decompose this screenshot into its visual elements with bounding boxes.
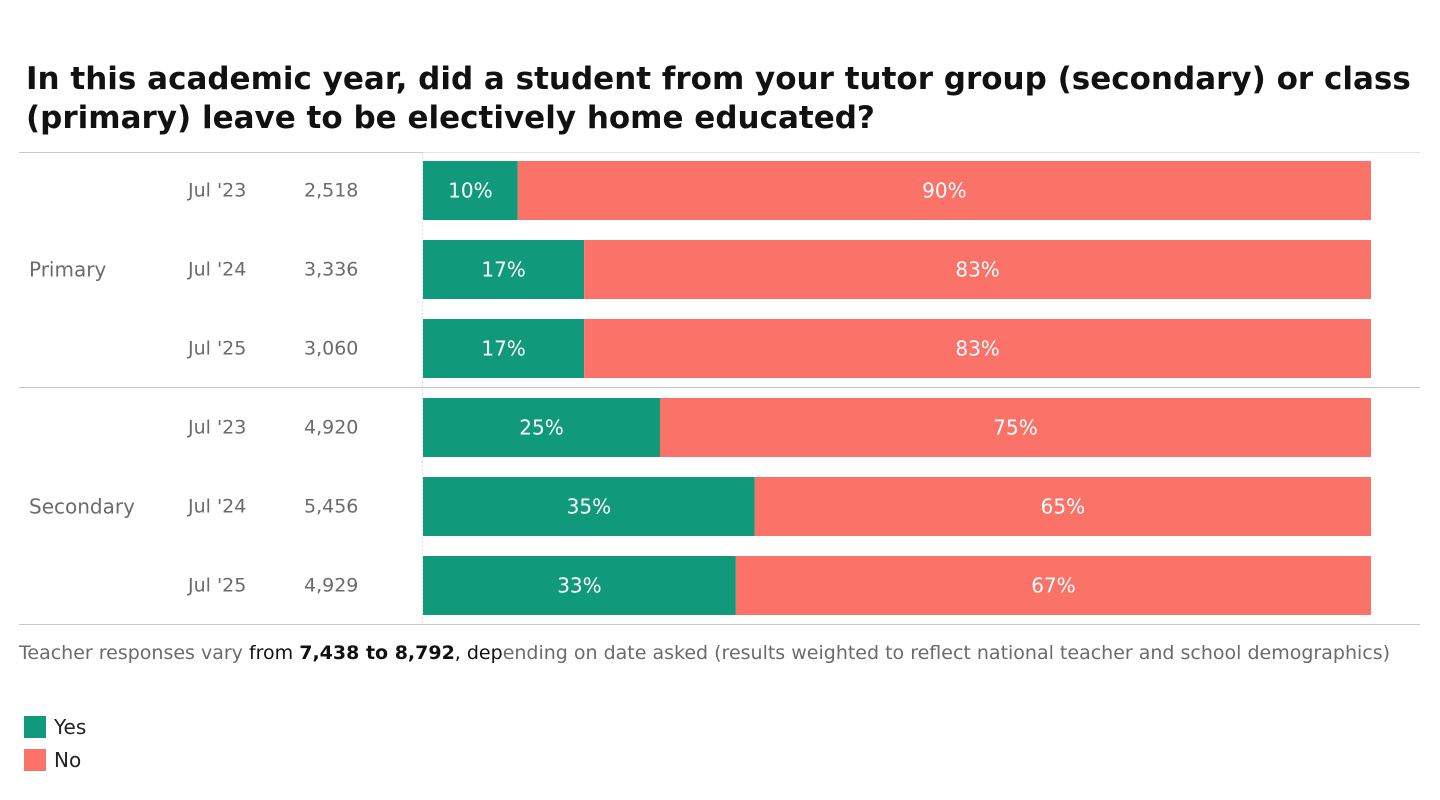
data-label-no-primary-2: 83% (955, 258, 999, 282)
legend-swatch-yes (24, 715, 46, 738)
row-n-primary-1: 2,518 (304, 180, 358, 202)
row-n-primary-2: 3,336 (304, 259, 358, 281)
footnote-text-end: ending on date asked (results weighted t… (502, 642, 1391, 664)
legend-item-yes: Yes (24, 710, 86, 743)
row-date-secondary-3: Jul '25 (187, 575, 246, 597)
row-n-secondary-1: 4,920 (304, 417, 358, 439)
row-date-primary-1: Jul '23 (187, 180, 246, 202)
bar-yes-primary-2 (423, 240, 585, 299)
data-label-no-primary-3: 83% (955, 337, 999, 361)
data-label-yes-secondary-1: 25% (519, 416, 563, 440)
legend: Yes No (24, 710, 86, 776)
chart-title: In this academic year, did a student fro… (26, 61, 1411, 136)
legend-item-no: No (24, 743, 86, 776)
row-n-secondary-2: 5,456 (304, 496, 358, 518)
bar-yes-primary-1 (423, 161, 518, 220)
row-n-primary-3: 3,060 (304, 338, 358, 360)
data-label-yes-primary-3: 17% (481, 337, 525, 361)
row-date-secondary-1: Jul '23 (187, 417, 246, 439)
group-label-secondary: Secondary (29, 495, 135, 519)
row-date-primary-2: Jul '24 (187, 259, 246, 281)
bar-no-secondary-2 (754, 477, 1371, 536)
footnote-text-dep: , dep (454, 642, 503, 664)
data-label-no-secondary-2: 65% (1041, 495, 1085, 519)
stacked-bar-chart: Jul '23 2,518 10% 90% Jul '24 3,336 17% 83% Jul … (19, 152, 1420, 625)
bar-yes-secondary-3 (423, 556, 736, 615)
row-n-secondary-3: 4,929 (304, 575, 358, 597)
data-label-yes-secondary-3: 33% (557, 574, 601, 598)
data-label-yes-primary-2: 17% (481, 258, 525, 282)
footnote-text-from: from (248, 642, 300, 664)
group-label-primary: Primary (29, 258, 106, 282)
legend-label-no: No (54, 747, 82, 772)
data-label-yes-primary-1: 10% (448, 179, 492, 203)
legend-swatch-no (24, 748, 46, 771)
legend-label-yes: Yes (54, 714, 87, 739)
row-date-primary-3: Jul '25 (187, 338, 246, 360)
bar-no-primary-1 (517, 161, 1371, 220)
footnote-response-range: 7,438 to 8,792 (299, 642, 455, 664)
bar-yes-secondary-2 (423, 477, 755, 536)
footnote: Teacher responses vary from 7,438 to 8,7… (19, 640, 1419, 667)
data-label-yes-secondary-2: 35% (567, 495, 611, 519)
bar-no-primary-3 (584, 319, 1371, 378)
data-label-no-primary-1: 90% (922, 179, 966, 203)
bar-no-secondary-1 (660, 398, 1371, 457)
row-date-secondary-2: Jul '24 (187, 496, 246, 518)
footnote-text-start: Teacher responses vary (19, 642, 249, 664)
bar-no-secondary-3 (735, 556, 1371, 615)
bar-yes-secondary-1 (423, 398, 660, 457)
data-label-no-secondary-1: 75% (993, 416, 1037, 440)
data-label-no-secondary-3: 67% (1031, 574, 1075, 598)
bar-yes-primary-3 (423, 319, 585, 378)
bar-no-primary-2 (584, 240, 1371, 299)
